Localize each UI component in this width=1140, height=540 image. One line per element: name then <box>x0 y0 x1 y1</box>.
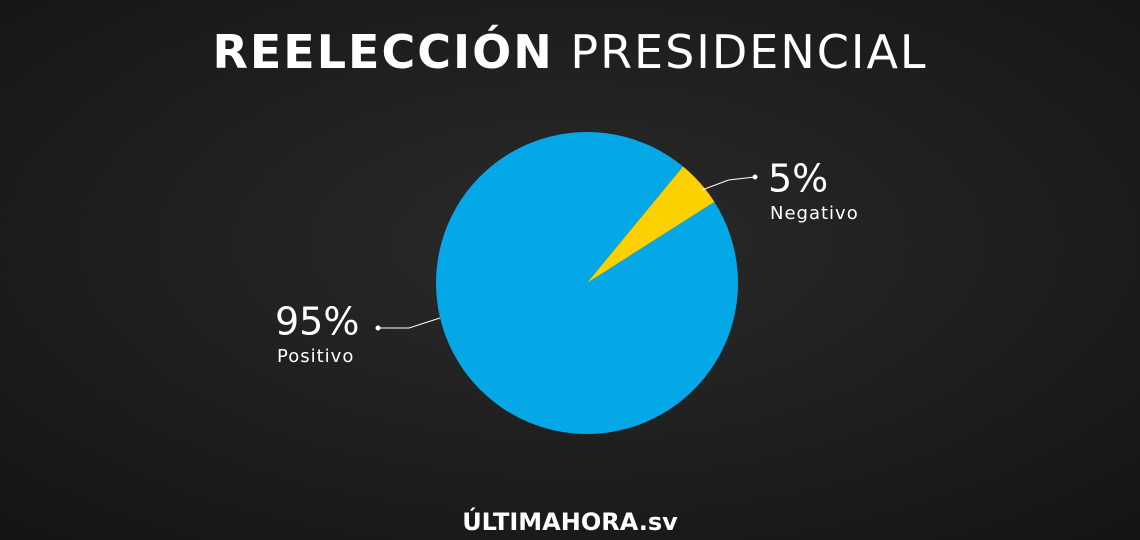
category-label: Negativo <box>770 203 859 224</box>
leader-dot <box>375 325 381 331</box>
value-label: 95% <box>275 300 359 344</box>
value-label: 5% <box>768 157 828 201</box>
leader-dot <box>752 174 758 180</box>
pie-slice <box>587 166 715 283</box>
chart-title: REELECCIÓN PRESIDENCIAL <box>212 25 927 79</box>
category-label: Positivo <box>277 346 354 367</box>
pie-slice <box>436 132 739 435</box>
footer-logo: ÚLTIMAHORA.sv <box>462 506 678 536</box>
leader-line <box>701 176 756 191</box>
leader-line <box>378 317 441 329</box>
